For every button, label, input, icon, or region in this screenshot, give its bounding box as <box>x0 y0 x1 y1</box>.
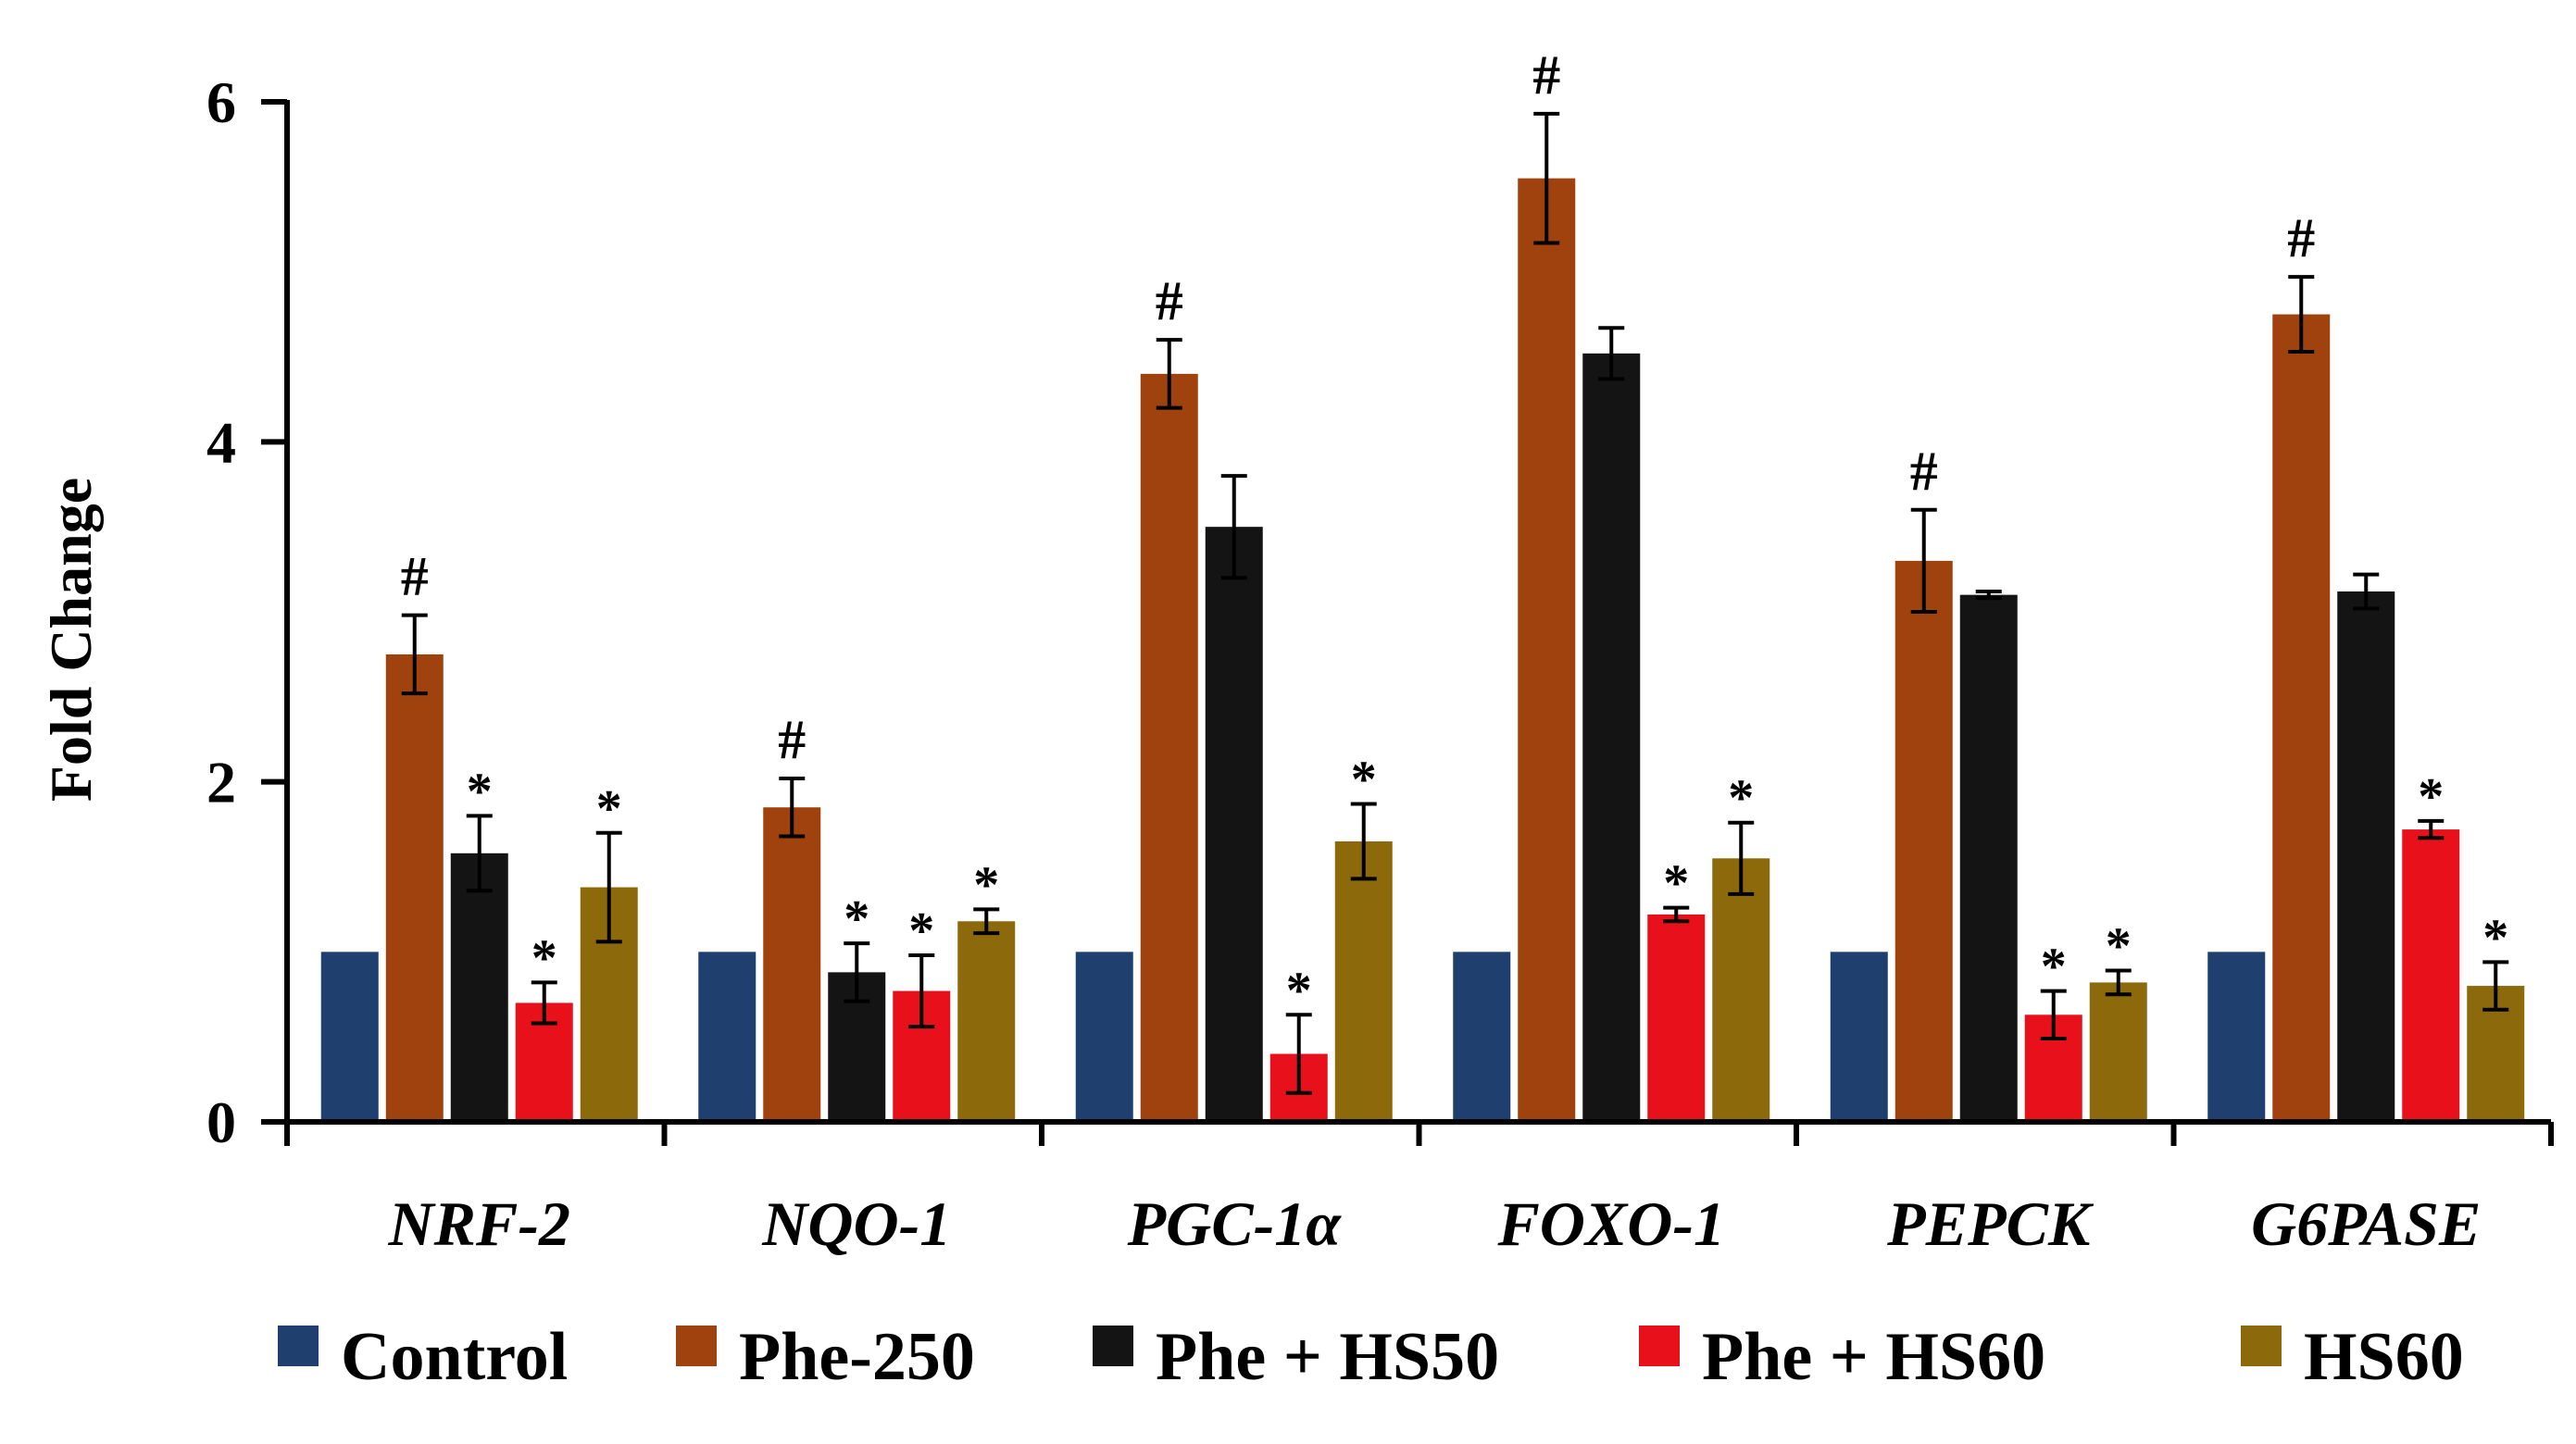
asterisk-annotation: * <box>844 890 869 948</box>
legend-swatch <box>1639 1326 1680 1366</box>
bar-FOXO-1-HS60 <box>1712 858 1770 1122</box>
asterisk-annotation: * <box>1351 752 1377 809</box>
asterisk-annotation: * <box>1728 770 1754 828</box>
asterisk-annotation: * <box>973 856 999 914</box>
hash-annotation: # <box>401 546 429 607</box>
x-tick-label: NRF-2 <box>388 1189 570 1259</box>
hash-annotation: # <box>1532 44 1560 106</box>
bar-PGC-1α-Phe + HS50 <box>1205 527 1263 1122</box>
bar-G6PASE-Control <box>2207 952 2266 1122</box>
bar-PGC-1α-Control <box>1075 952 1133 1122</box>
bar-NRF-2-Phe + HS50 <box>450 853 508 1122</box>
asterisk-annotation: * <box>2418 768 2444 826</box>
asterisk-annotation: * <box>1663 855 1689 913</box>
x-tick-label: G6PASE <box>2251 1189 2481 1259</box>
legend-item: Phe-250 <box>676 1319 975 1395</box>
bars <box>320 178 2525 1122</box>
asterisk-annotation: * <box>2041 939 2067 996</box>
legend-swatch <box>278 1326 319 1366</box>
legend-swatch <box>2241 1326 2282 1366</box>
y-axis-title: Fold Change <box>38 478 104 802</box>
bar-G6PASE-Phe + HS60 <box>2402 829 2460 1122</box>
asterisk-annotation: * <box>467 763 493 820</box>
bar-PEPCK-Control <box>1830 952 1888 1122</box>
bar-PEPCK-Phe + HS50 <box>1959 594 2018 1122</box>
legend-label: Phe + HS60 <box>1702 1319 2045 1395</box>
axes: 0 2 4 6 NRF-2 NQO-1 PGC-1α FOXO-1 PEPCK G6PASE Fol… <box>38 69 2554 1259</box>
bar-FOXO-1-Phe + HS50 <box>1582 353 1641 1122</box>
asterisk-annotation: * <box>908 902 934 960</box>
x-tick-label: PGC-1α <box>1127 1189 1343 1259</box>
bar-PEPCK-HS60 <box>2089 982 2147 1122</box>
y-tick-label: 4 <box>206 409 236 475</box>
bar-FOXO-1-Phe + HS60 <box>1647 914 1706 1122</box>
significance-annotations: # * * * # * * * # * * # * * # * * # * * <box>401 44 2509 1019</box>
asterisk-annotation: * <box>596 780 622 838</box>
bar-NQO-1-HS60 <box>957 921 1016 1122</box>
hash-annotation: # <box>2287 207 2315 268</box>
legend: Control Phe-250 Phe + HS50 Phe + HS60 HS60 <box>278 1319 2464 1395</box>
asterisk-annotation: * <box>1286 962 1312 1019</box>
y-tick-label: 0 <box>206 1089 236 1155</box>
x-tick-label: NQO-1 <box>761 1189 951 1259</box>
legend-item: HS60 <box>2241 1319 2464 1395</box>
legend-item: Phe + HS50 <box>1093 1319 1499 1395</box>
legend-item: Phe + HS60 <box>1639 1319 2045 1395</box>
bar-G6PASE-Phe + HS50 <box>2337 591 2395 1122</box>
x-tick-label: FOXO-1 <box>1496 1189 1725 1259</box>
y-tick-label: 6 <box>206 69 236 135</box>
bar-FOXO-1-Control <box>1453 952 1511 1122</box>
asterisk-annotation: * <box>531 929 557 987</box>
legend-item: Control <box>278 1319 568 1395</box>
legend-swatch <box>676 1326 717 1366</box>
bar-PEPCK-Phe-250 <box>1894 560 1953 1122</box>
bar-G6PASE-Phe-250 <box>2272 314 2331 1122</box>
hash-annotation: # <box>1156 270 1183 331</box>
legend-swatch <box>1093 1326 1133 1366</box>
asterisk-annotation: * <box>2482 909 2508 966</box>
legend-label: Phe-250 <box>739 1319 975 1395</box>
asterisk-annotation: * <box>2106 918 2132 976</box>
hash-annotation: # <box>1910 441 1938 502</box>
bar-NQO-1-Phe-250 <box>763 807 821 1122</box>
bar-FOXO-1-Phe-250 <box>1518 178 1576 1122</box>
bar-NRF-2-Control <box>320 952 379 1122</box>
legend-label: Control <box>341 1319 568 1395</box>
x-tick-label: PEPCK <box>1886 1189 2095 1259</box>
bar-NRF-2-Phe-250 <box>385 654 444 1122</box>
error-bars <box>401 111 2509 1095</box>
legend-label: Phe + HS50 <box>1156 1319 1499 1395</box>
legend-label: HS60 <box>2304 1319 2464 1395</box>
hash-annotation: # <box>778 709 806 770</box>
bar-PGC-1α-Phe-250 <box>1140 373 1198 1122</box>
bar-NQO-1-Control <box>698 952 757 1122</box>
bar-PGC-1α-HS60 <box>1334 840 1393 1122</box>
y-tick-label: 2 <box>206 750 236 815</box>
